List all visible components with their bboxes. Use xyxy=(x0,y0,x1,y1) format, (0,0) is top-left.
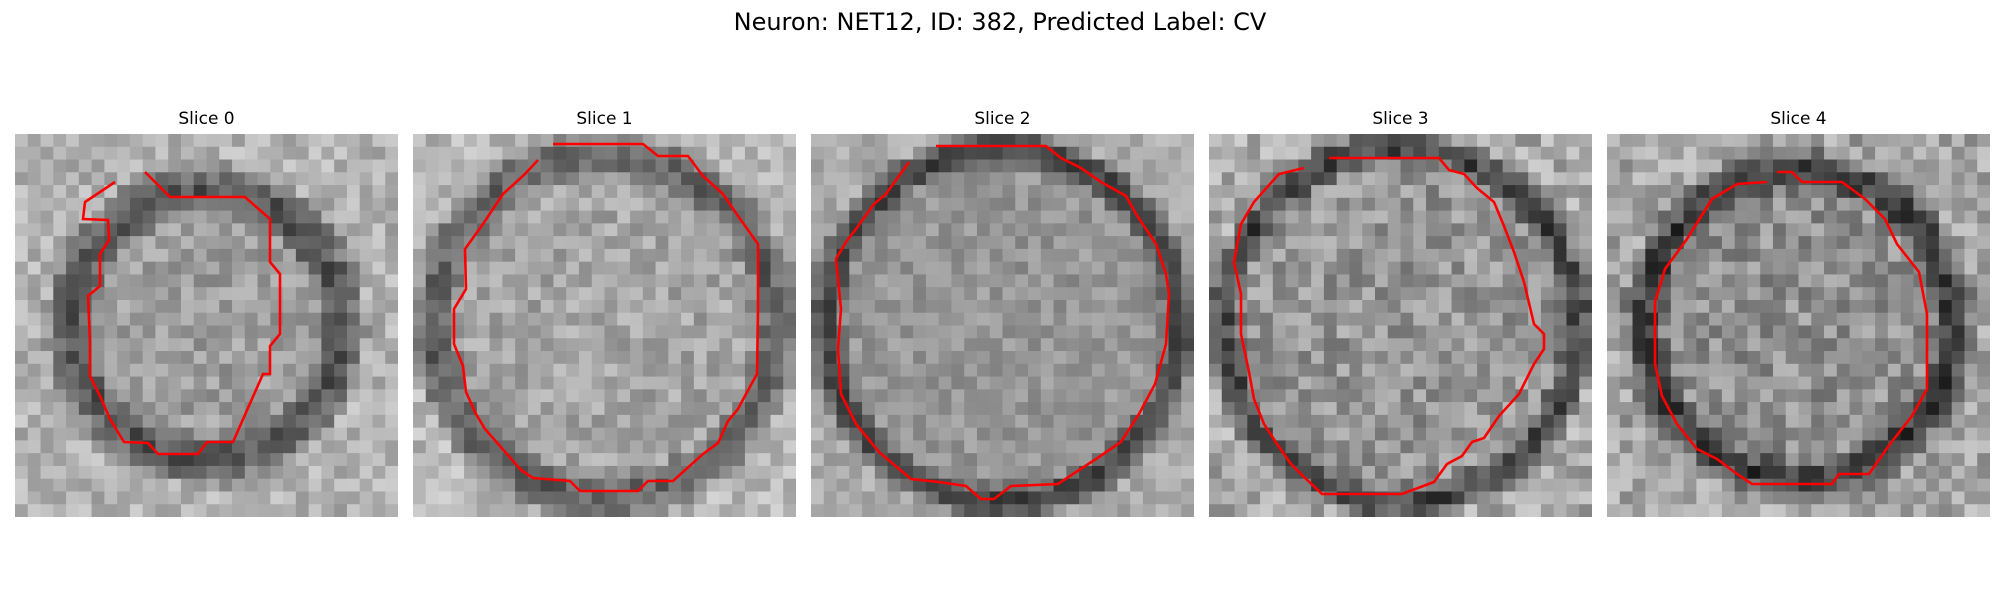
slice-panel-4: Slice 4 xyxy=(1607,108,1990,517)
slice-image-0 xyxy=(15,134,398,517)
slice-panel-3: Slice 3 xyxy=(1209,108,1592,517)
slice-title-1: Slice 1 xyxy=(576,109,633,129)
cell-contour-0 xyxy=(81,171,282,456)
slice-title-2: Slice 2 xyxy=(974,109,1031,129)
slice-title-3: Slice 3 xyxy=(1372,109,1429,129)
slice-image-3 xyxy=(1209,134,1592,517)
slice-panel-1: Slice 1 xyxy=(413,108,796,517)
slice-image-1 xyxy=(413,134,796,517)
cell-contour-4 xyxy=(1653,170,1929,486)
cell-contour-2 xyxy=(834,144,1171,501)
cell-contour-1 xyxy=(452,142,760,493)
slice-image-2 xyxy=(811,134,1194,517)
cell-contour-3 xyxy=(1232,156,1546,496)
slice-panel-2: Slice 2 xyxy=(811,108,1194,517)
figure-title: Neuron: NET12, ID: 382, Predicted Label:… xyxy=(733,8,1267,36)
slice-image-4 xyxy=(1607,134,1990,517)
slice-title-0: Slice 0 xyxy=(178,109,235,129)
slice-title-4: Slice 4 xyxy=(1770,109,1827,129)
slice-panel-0: Slice 0 xyxy=(15,108,398,517)
